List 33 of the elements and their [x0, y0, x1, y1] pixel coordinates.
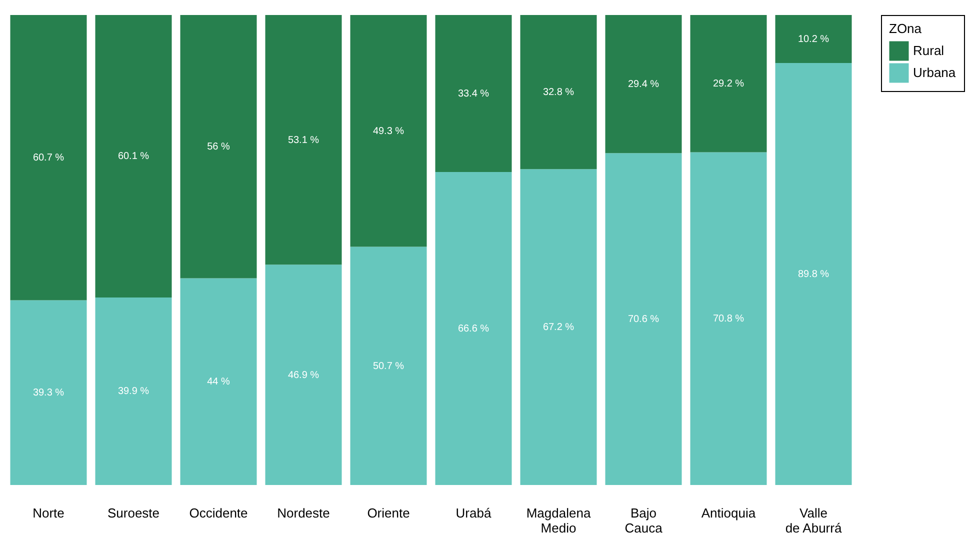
data-label: 60.7 % [32, 152, 64, 164]
data-label: 32.8 % [542, 87, 574, 98]
data-label: 50.7 % [372, 360, 404, 372]
data-label: 46.9 % [288, 370, 320, 381]
x-tick-label: Occidente [189, 506, 248, 520]
legend-title: ZOna [889, 21, 922, 36]
data-label: 70.8 % [712, 314, 744, 325]
data-label: 39.9 % [118, 386, 150, 398]
x-tick-label: Suroeste [107, 506, 160, 520]
x-tick-label: Urabá [456, 506, 492, 520]
data-label: 49.3 % [372, 126, 404, 137]
x-tick-label: Magdalena Medio [526, 506, 592, 536]
x-tick-label: Norte [32, 506, 64, 520]
data-label: 44 % [207, 376, 230, 388]
data-label: 39.3 % [32, 388, 64, 399]
legend-label: Urbana [913, 65, 956, 80]
data-label: 10.2 % [798, 34, 830, 45]
x-tick-label: Oriente [367, 506, 410, 520]
x-tick-label: Bajo Cauca [624, 506, 664, 536]
data-label: 60.1 % [118, 151, 150, 162]
legend-label: Rural [913, 43, 944, 58]
data-label: 53.1 % [288, 134, 320, 146]
data-label: 89.8 % [798, 268, 830, 280]
data-label: 29.4 % [628, 79, 660, 90]
x-tick-label: Nordeste [277, 506, 330, 520]
data-label: 67.2 % [542, 322, 574, 334]
x-tick-label: Antioquia [701, 506, 756, 520]
data-label: 29.2 % [712, 78, 744, 90]
data-label: 70.6 % [628, 314, 660, 326]
data-label: 66.6 % [458, 323, 490, 334]
data-label: 56 % [207, 142, 230, 153]
x-tick-label: Valle de Aburrá [785, 506, 842, 536]
data-label: 33.4 % [458, 88, 490, 100]
